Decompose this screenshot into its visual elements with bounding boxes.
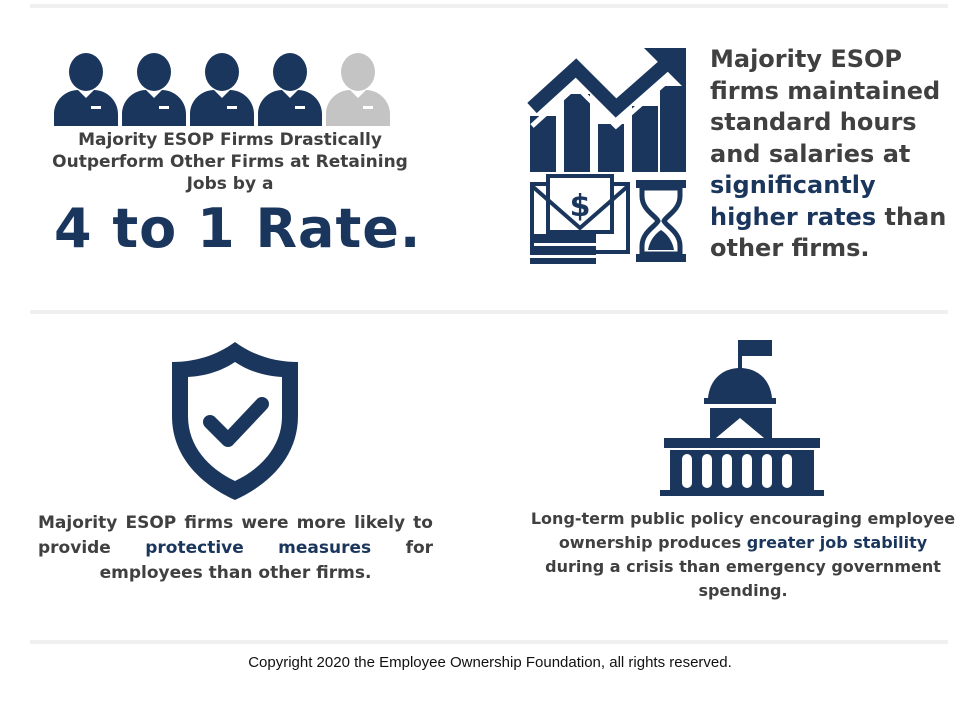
bottom-divider	[30, 640, 948, 644]
shield-check-icon	[172, 342, 298, 500]
wages-highlight: significantly higher rates	[710, 171, 877, 231]
growth-bar-chart-icon: $	[527, 48, 686, 264]
money-envelope-icon: $	[530, 174, 630, 264]
copyright-notice: Copyright 2020 the Employee Ownership Fo…	[248, 654, 732, 671]
person-icon	[54, 53, 118, 126]
middle-divider	[30, 310, 948, 314]
policy-highlight: greater job stability	[746, 533, 928, 552]
person-icon	[190, 53, 254, 126]
wages-statement: Majority ESOP firms maintained standard …	[710, 44, 960, 265]
person-icon-gray	[326, 53, 390, 126]
rate-statistic: 4 to 1 Rate.	[54, 197, 422, 260]
protection-text-start: Majority ESOP firms were more likely to …	[38, 513, 433, 558]
wages-text-end: than other firms.	[710, 202, 947, 263]
policy-text-end: during a crisis than emergency governmen…	[545, 557, 941, 600]
policy-text-start: Long-term public policy encouraging empl…	[530, 509, 956, 552]
people-icon-row	[54, 52, 394, 126]
wages-text-start: Majority ESOP firms maintained standard …	[710, 45, 941, 168]
protection-statement: Majority ESOP firms were more likely to …	[38, 511, 433, 586]
capitol-building-icon	[660, 340, 824, 496]
top-divider	[30, 4, 948, 8]
svg-text:$: $	[570, 189, 591, 224]
hourglass-icon	[636, 180, 686, 262]
policy-statement: Long-term public policy encouraging empl…	[528, 507, 958, 603]
protection-text-end: for employees than other firms.	[99, 538, 434, 583]
protection-highlight: protective measures	[145, 538, 372, 558]
person-icon	[122, 53, 186, 126]
jobs-headline: Majority ESOP Firms Drastically Outperfo…	[52, 130, 408, 194]
person-icon	[258, 53, 322, 126]
